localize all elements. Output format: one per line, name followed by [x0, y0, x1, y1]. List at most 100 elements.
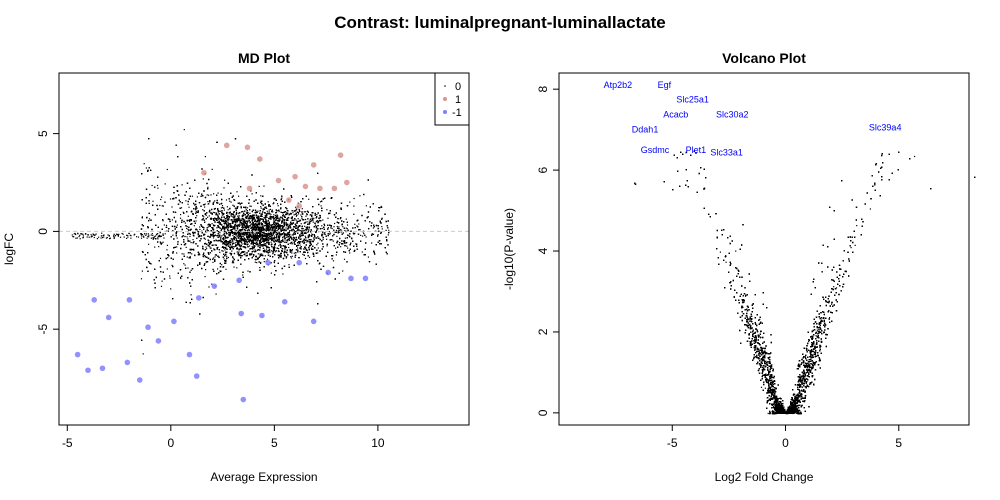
- md-point: [323, 233, 325, 235]
- md-point: [227, 224, 229, 226]
- md-point: [342, 232, 344, 234]
- md-point: [328, 230, 330, 233]
- md-point: [342, 270, 344, 272]
- md-point: [251, 225, 253, 228]
- md-point: [185, 200, 187, 202]
- md-point: [150, 263, 152, 265]
- md-point: [207, 216, 209, 218]
- md-point: [209, 252, 211, 254]
- md-point: [215, 293, 217, 295]
- md-point: [359, 229, 361, 231]
- md-point: [286, 234, 288, 236]
- md-point: [217, 214, 219, 216]
- md-point: [250, 224, 252, 226]
- md-point: [251, 217, 253, 220]
- md-point: [345, 227, 347, 229]
- md-point: [297, 218, 299, 220]
- md-point: [335, 254, 337, 256]
- md-point: [258, 221, 260, 223]
- md-point: [261, 213, 263, 215]
- md-point: [225, 231, 227, 233]
- md-point: [286, 236, 288, 238]
- md-point: [343, 258, 346, 260]
- md-point: [231, 250, 233, 252]
- md-point: [272, 222, 275, 224]
- md-point: [324, 224, 326, 226]
- md-point: [293, 239, 295, 241]
- md-point: [167, 257, 169, 259]
- md-point: [208, 286, 210, 288]
- md-point: [176, 224, 178, 226]
- md-point: [273, 214, 275, 216]
- md-point: [381, 226, 383, 228]
- md-point: [379, 221, 381, 223]
- md-point: [234, 229, 236, 231]
- md-point: [222, 250, 224, 252]
- md-point: [329, 232, 331, 234]
- md-point: [236, 267, 238, 269]
- md-point: [169, 198, 172, 200]
- md-point: [248, 245, 251, 247]
- md-point: [265, 233, 267, 235]
- md-point: [226, 219, 228, 221]
- md-point: [258, 226, 260, 228]
- md-point: [342, 226, 344, 228]
- md-point: [148, 218, 151, 220]
- md-point: [271, 217, 273, 219]
- md-point: [180, 243, 182, 246]
- md-point: [260, 207, 262, 209]
- md-point: [312, 237, 315, 239]
- md-point: [284, 251, 287, 253]
- md-point: [238, 255, 240, 257]
- md-point: [143, 163, 145, 165]
- md-point: [290, 256, 292, 258]
- md-point: [266, 207, 268, 209]
- md-point: [301, 241, 304, 243]
- md-point: [293, 238, 295, 240]
- md-point: [211, 283, 213, 285]
- md-point: [306, 221, 308, 223]
- md-point: [345, 218, 347, 220]
- md-point: [304, 225, 306, 227]
- md-point: [213, 257, 215, 259]
- md-point: [293, 252, 295, 254]
- md-point: [256, 216, 258, 219]
- md-point: [274, 226, 276, 228]
- md-point: [335, 247, 337, 249]
- md-point: [205, 214, 207, 216]
- md-point: [183, 129, 185, 131]
- md-point: [180, 277, 182, 280]
- md-point: [353, 205, 355, 207]
- md-point: [307, 211, 309, 213]
- md-point: [196, 215, 198, 217]
- md-point: [181, 253, 183, 255]
- md-point: [171, 264, 173, 266]
- md-point: [164, 183, 166, 185]
- md-point: [227, 220, 229, 222]
- md-point: [166, 168, 168, 171]
- md-point: [226, 241, 228, 243]
- md-point: [258, 230, 261, 232]
- md-point: [317, 252, 319, 254]
- md-point: [292, 212, 294, 214]
- md-point: [237, 216, 240, 218]
- md-point: [308, 256, 311, 258]
- md-point: [303, 222, 305, 224]
- md-point: [198, 234, 201, 236]
- md-point: [289, 242, 291, 245]
- md-point: [311, 220, 313, 222]
- md-point: [148, 202, 150, 204]
- md-point: [283, 225, 285, 227]
- md-point: [365, 205, 367, 207]
- md-point: [245, 241, 247, 243]
- md-point: [257, 219, 259, 221]
- md-point: [236, 191, 238, 193]
- md-point: [230, 223, 232, 225]
- md-point: [274, 214, 276, 216]
- md-point: [338, 226, 340, 228]
- md-point: [237, 253, 239, 255]
- md-point: [161, 280, 163, 282]
- md-point: [240, 230, 242, 232]
- md-point: [152, 200, 154, 202]
- md-point: [187, 238, 189, 240]
